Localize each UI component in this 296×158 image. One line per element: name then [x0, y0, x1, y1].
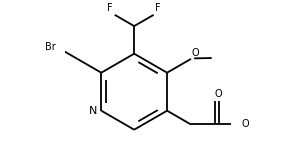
Text: O: O [192, 48, 200, 58]
Text: F: F [107, 3, 113, 13]
Text: O: O [242, 119, 249, 130]
Text: O: O [215, 89, 223, 99]
Text: F: F [155, 3, 161, 13]
Text: N: N [89, 106, 97, 116]
Text: Br: Br [45, 42, 56, 52]
